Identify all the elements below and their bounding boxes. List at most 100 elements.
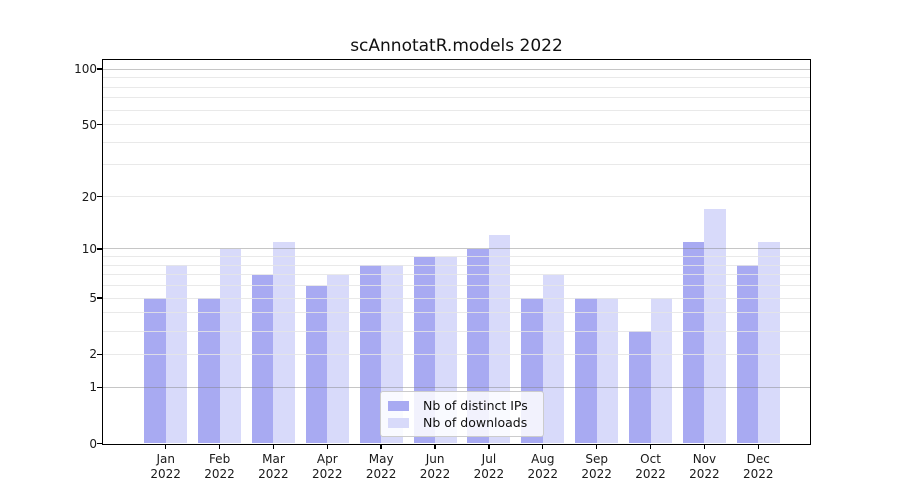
x-tick-year: 2022 [204,467,235,481]
x-tick-label-sep: Sep 2022 [565,452,629,483]
x-tick-label-oct: Oct 2022 [619,452,683,483]
bar-distinct-ips-apr [305,285,328,444]
bar-downloads-sep [596,298,619,444]
x-tick-month: Sep [585,451,608,466]
x-tick-year: 2022 [635,467,666,481]
gridline-minor-80 [103,86,810,88]
y-tick-0 [97,442,102,445]
x-tick-year: 2022 [581,467,612,481]
x-tick-month: Dec [746,451,770,466]
bar-downloads-feb [219,248,242,444]
bar-downloads-mar [273,241,295,444]
x-tick-sep [595,443,598,449]
x-tick-feb [218,443,221,449]
bar-distinct-ips-jan [144,298,166,444]
legend-swatch-downloads-icon [388,417,409,428]
x-tick-year: 2022 [312,467,343,481]
gridline-minor-3 [103,330,810,332]
x-tick-label-dec: Dec 2022 [726,452,790,483]
x-tick-jul [488,443,490,449]
bar-distinct-ips-nov [682,241,705,444]
gridline-minor-9 [103,256,810,258]
x-tick-jan [165,443,167,449]
gridline-minor-20 [103,196,810,198]
x-tick-month: Jan [156,451,175,466]
gridline-minor-90 [103,77,810,79]
y-tick-label-2: 2 [89,347,97,362]
bar-distinct-ips-feb [198,298,220,444]
x-tick-year: 2022 [689,467,720,481]
y-tick-100 [97,68,102,70]
y-tick-label-100: 100 [74,62,97,77]
legend-entry-downloads: Nb of downloads [388,414,536,431]
x-tick-label-may: May 2022 [349,452,413,483]
x-tick-month: Feb [208,451,231,466]
legend: Nb of distinct IPs Nb of downloads [380,391,544,437]
x-tick-apr [326,443,328,449]
x-tick-label-jan: Jan 2022 [134,452,198,483]
gridline-minor-4 [103,312,810,314]
x-tick-jun [434,443,436,449]
x-tick-label-nov: Nov 2022 [672,452,736,483]
x-tick-month: Oct [640,451,661,466]
x-tick-month: May [368,451,394,466]
gridline-minor-30 [103,164,810,166]
y-tick-label-1: 1 [89,380,97,395]
y-tick-label-10: 10 [81,241,97,256]
x-tick-label-jul: Jul 2022 [457,452,521,483]
y-tick-label-20: 20 [81,189,97,204]
gridline-minor-2 [103,353,810,355]
gridline-minor-6 [103,285,810,287]
legend-entry-distinct-ips: Nb of distinct IPs [388,397,536,414]
x-tick-year: 2022 [150,467,181,481]
gridline-minor-5 [103,297,810,299]
gridline-minor-7 [103,274,810,276]
bar-downloads-oct [650,298,673,444]
y-tick-2 [97,353,102,356]
y-tick-10 [97,248,102,250]
x-tick-month: Apr [316,451,338,466]
x-tick-year: 2022 [473,467,505,481]
x-tick-aug [542,443,544,449]
x-tick-mar [272,443,275,449]
y-tick-20 [97,195,102,198]
x-tick-label-mar: Mar 2022 [241,452,305,483]
bar-downloads-nov [704,209,726,444]
x-tick-label-feb: Feb 2022 [188,452,252,483]
gridline-minor-60 [103,109,810,111]
gridline-minor-50 [103,124,810,126]
gridline-minor-70 [103,97,810,99]
legend-label-downloads: Nb of downloads [423,415,528,430]
bar-downloads-apr [327,274,349,444]
x-tick-month: Jul [481,451,497,466]
x-tick-month: Aug [531,451,555,466]
gridline-minor-40 [103,141,810,143]
x-tick-month: Nov [692,451,717,466]
gridline-major-100 [103,68,810,70]
x-tick-month: Jun [425,451,445,466]
x-tick-year: 2022 [743,467,774,481]
y-tick-label-5: 5 [89,291,97,306]
x-tick-dec [757,443,759,449]
bar-distinct-ips-mar [251,274,274,444]
gridline-minor-8 [103,264,810,266]
x-tick-year: 2022 [419,467,451,481]
bar-downloads-aug [542,274,565,444]
x-tick-month: Mar [262,451,285,466]
x-tick-nov [703,443,706,449]
legend-swatch-distinct-ips-icon [388,400,409,411]
x-tick-year: 2022 [527,467,559,481]
bar-distinct-ips-oct [629,331,651,444]
y-tick-1 [97,386,102,388]
x-tick-label-aug: Aug 2022 [511,452,575,483]
bar-downloads-dec [758,241,780,444]
x-tick-label-jun: Jun 2022 [403,452,467,483]
x-tick-may [380,443,382,449]
x-tick-year: 2022 [258,467,289,481]
bar-distinct-ips-sep [575,298,597,444]
legend-label-distinct-ips: Nb of distinct IPs [423,398,528,413]
chart-title: scAnnotatR.models 2022 [350,36,563,56]
gridline-major-10 [103,248,810,250]
x-tick-label-apr: Apr 2022 [295,452,359,483]
